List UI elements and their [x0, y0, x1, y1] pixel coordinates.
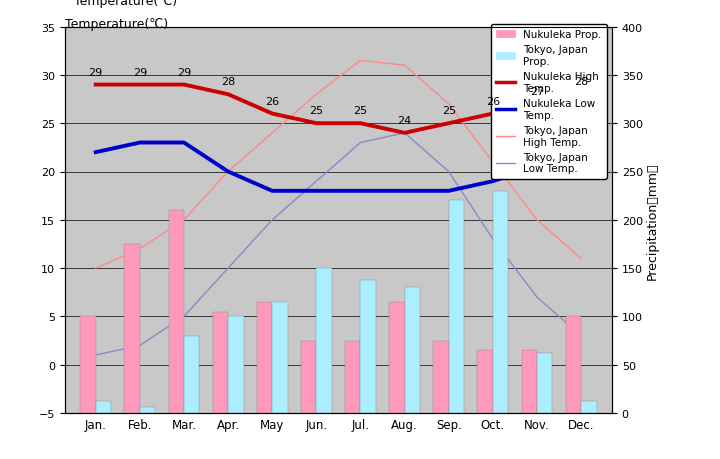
Bar — [184, 336, 199, 413]
Text: 25: 25 — [354, 106, 367, 116]
Bar — [96, 402, 111, 413]
Text: 29: 29 — [132, 67, 147, 78]
Bar — [449, 201, 464, 413]
Text: 26: 26 — [486, 96, 500, 106]
Bar — [140, 407, 156, 413]
Bar — [257, 302, 272, 413]
Bar — [581, 402, 597, 413]
Text: 26: 26 — [265, 96, 279, 106]
Bar — [212, 312, 228, 413]
Text: 25: 25 — [441, 106, 456, 116]
Text: 27: 27 — [530, 87, 544, 97]
Bar — [345, 341, 361, 413]
Bar — [477, 351, 493, 413]
Bar — [537, 353, 552, 413]
Text: 28: 28 — [221, 77, 235, 87]
Bar — [301, 341, 316, 413]
Text: 29: 29 — [89, 67, 103, 78]
Bar — [125, 244, 140, 413]
Text: Temperature(℃): Temperature(℃) — [73, 0, 176, 8]
Bar — [521, 351, 537, 413]
Bar — [405, 288, 420, 413]
Bar — [80, 317, 96, 413]
Bar — [361, 280, 376, 413]
Bar — [389, 302, 405, 413]
Y-axis label: Precipitation（mm）: Precipitation（mm） — [646, 162, 659, 279]
Text: 24: 24 — [397, 116, 412, 126]
Bar — [168, 211, 184, 413]
Text: 28: 28 — [574, 77, 588, 87]
Text: Temperature(℃): Temperature(℃) — [65, 18, 168, 31]
Legend: Nukuleka Prop., Tokyo, Japan
Prop., Nukuleka High
Temp., Nukuleka Low
Temp., Tok: Nukuleka Prop., Tokyo, Japan Prop., Nuku… — [491, 25, 607, 179]
Text: 29: 29 — [177, 67, 191, 78]
Bar — [228, 317, 243, 413]
Bar — [493, 191, 508, 413]
Bar — [316, 269, 332, 413]
Bar — [433, 341, 449, 413]
Bar — [272, 302, 288, 413]
Text: 25: 25 — [310, 106, 323, 116]
Bar — [566, 317, 581, 413]
